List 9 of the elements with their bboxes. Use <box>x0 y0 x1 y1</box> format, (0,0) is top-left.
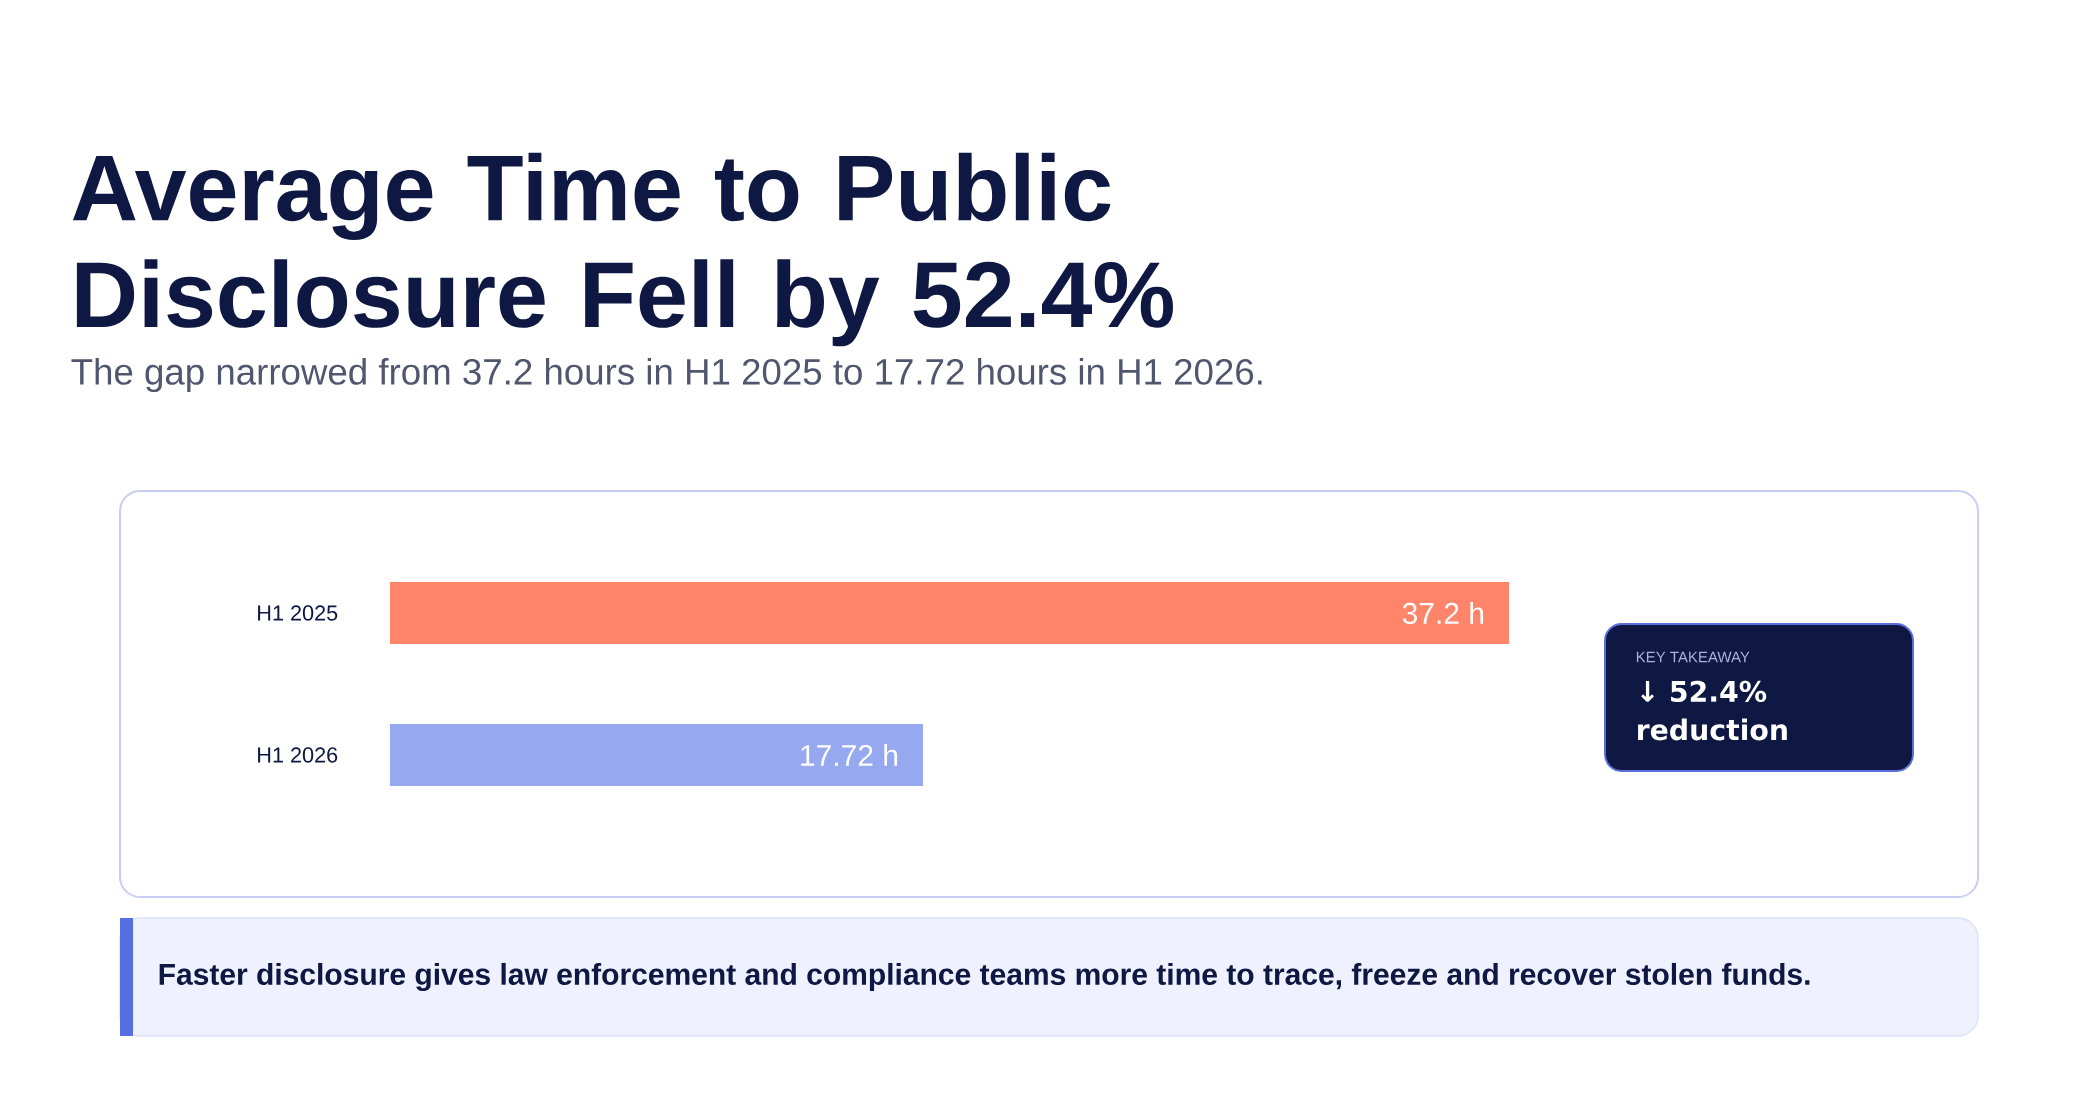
text: Faster disclosure gives law enforcement and compliance teams more time to trace, freeze and recover stolen funds. <box>159 962 1810 992</box>
text: KEY TAKEAWAY <box>1636 651 1750 663</box>
chart-subtitle: The gap narrowed from 37.2 hours in H1 2025 to 17.72 hours in H1 2026. <box>71 357 1262 393</box>
chart-title: Average Time to Public Disclosure Fell by 52.4% <box>72 152 1173 347</box>
y-tick-label: H1 2025 <box>258 605 338 621</box>
data-label: 17.72 h <box>801 744 898 766</box>
text: ↓ 52.4% reduction <box>1638 680 1787 741</box>
data-label: 37.2 h <box>1402 601 1484 625</box>
y-tick-label: H1 2026 <box>258 747 338 763</box>
